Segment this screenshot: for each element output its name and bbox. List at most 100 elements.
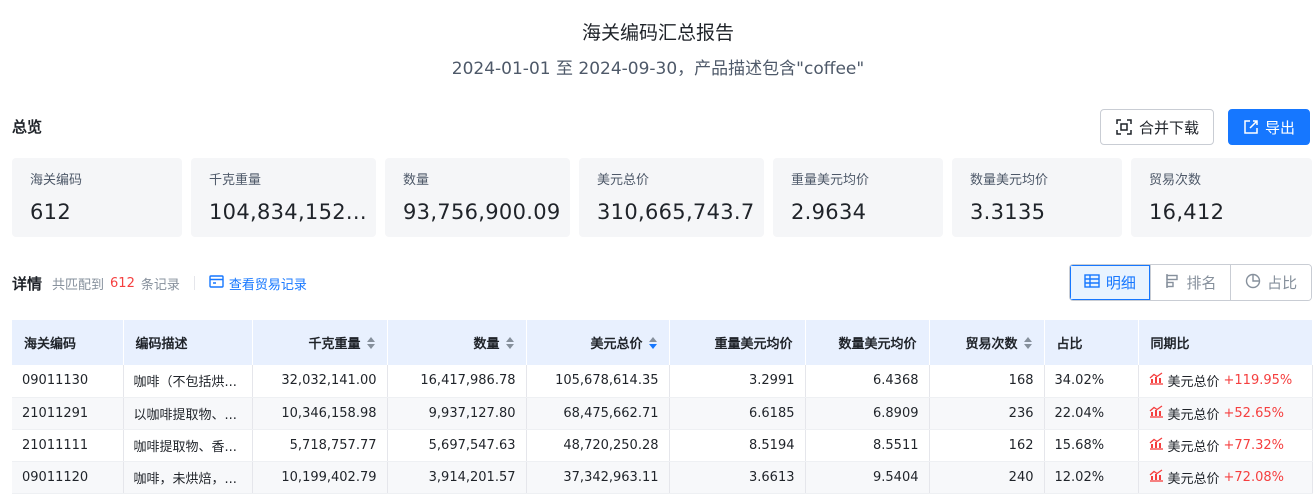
- cell-description: 咖啡，未烘焙，...: [123, 461, 253, 494]
- cell-trades: 236: [929, 397, 1045, 430]
- divider: [193, 276, 195, 290]
- cell-quantity-avg: 9.5404: [805, 461, 930, 494]
- table-header-row: 海关编码 编码描述 千克重量 数量 美元总价 重量美元均价 数量美元均价 贸易次…: [12, 320, 1313, 365]
- cell-weight: 5,718,757.77: [252, 429, 388, 462]
- cell-weight: 10,346,158.98: [252, 397, 388, 430]
- merge-download-label: 合并下载: [1138, 118, 1199, 137]
- cell-usd-total: 48,720,250.28: [526, 429, 670, 462]
- report-header: 海关编码汇总报告 2024-01-01 至 2024-09-30，产品描述包含"…: [0, 20, 1316, 81]
- col-quantity[interactable]: 数量: [387, 320, 527, 365]
- cell-quantity: 16,417,986.78: [387, 365, 527, 398]
- view-detail-button[interactable]: 明细: [1070, 265, 1151, 300]
- table-row[interactable]: 21011291 以咖啡提取物、... 10,346,158.98 9,937,…: [12, 397, 1313, 430]
- export-button[interactable]: 导出: [1228, 109, 1310, 145]
- cell-weight: 10,199,402.79: [252, 461, 388, 494]
- yoy-metric: 美元总价: [1167, 375, 1220, 391]
- cell-quantity-avg: 8.5511: [805, 429, 930, 462]
- cell-hs-code: 09011120: [12, 461, 124, 494]
- cell-quantity: 9,937,127.80: [387, 397, 527, 430]
- cell-share: 22.04%: [1044, 397, 1139, 430]
- stat-value: 310,665,743.7: [597, 200, 755, 224]
- details-bar: 详情 共匹配到 612 条记录 查看贸易记录: [12, 270, 307, 296]
- cell-usd-total: 68,475,662.71: [526, 397, 670, 430]
- table-icon: [1084, 273, 1100, 292]
- col-yoy: 同期比: [1138, 320, 1313, 365]
- cell-quantity: 3,914,201.57: [387, 461, 527, 494]
- sort-desc-icon[interactable]: [648, 336, 657, 349]
- stat-card-weight: 千克重量 104,834,152...: [191, 158, 376, 237]
- cell-weight: 32,032,141.00: [252, 365, 388, 398]
- yoy-metric: 美元总价: [1167, 407, 1220, 423]
- col-trades[interactable]: 贸易次数: [929, 320, 1045, 365]
- cell-description: 咖啡（不包括烘...: [123, 365, 253, 398]
- pie-icon: [1245, 273, 1261, 293]
- trend-chart-icon: [1149, 436, 1164, 454]
- col-weight[interactable]: 千克重量: [252, 320, 388, 365]
- col-description: 编码描述: [123, 320, 253, 365]
- cell-description: 咖啡提取物、香...: [123, 429, 253, 462]
- yoy-value: +72.08%: [1223, 469, 1284, 485]
- sort-icon[interactable]: [1023, 336, 1032, 349]
- cell-description: 以咖啡提取物、...: [123, 397, 253, 430]
- view-ranking-button[interactable]: 排名: [1150, 265, 1232, 300]
- cell-yoy[interactable]: 美元总价 +52.65%: [1138, 397, 1313, 430]
- stat-label: 数量美元均价: [970, 173, 1049, 188]
- stat-label: 数量: [403, 173, 430, 188]
- ranking-icon: [1165, 273, 1181, 293]
- stat-value: 2.9634: [791, 200, 867, 224]
- stat-card-usd-total: 美元总价 310,665,743.7: [579, 158, 764, 237]
- stat-value: 3.3135: [970, 200, 1046, 224]
- cell-yoy[interactable]: 美元总价 +72.08%: [1138, 461, 1313, 494]
- col-usd-total[interactable]: 美元总价: [526, 320, 670, 365]
- cell-hs-code: 21011111: [12, 429, 124, 462]
- export-icon: [1243, 119, 1259, 135]
- stat-card-quantity-avg: 数量美元均价 3.3135: [952, 158, 1122, 237]
- cell-weight-avg: 6.6185: [669, 397, 806, 430]
- merge-icon: [1115, 118, 1133, 136]
- stat-label: 美元总价: [597, 173, 650, 188]
- cell-share: 15.68%: [1044, 429, 1139, 462]
- report-subtitle: 2024-01-01 至 2024-09-30，产品描述包含"coffee": [451, 59, 865, 79]
- cell-trades: 162: [929, 429, 1045, 462]
- cell-weight-avg: 8.5194: [669, 429, 806, 462]
- sort-icon[interactable]: [366, 336, 375, 349]
- trend-chart-icon: [1149, 468, 1164, 486]
- view-ranking-label: 排名: [1186, 274, 1217, 292]
- col-hs-code: 海关编码: [12, 320, 124, 365]
- yoy-metric: 美元总价: [1167, 471, 1220, 487]
- merge-download-button[interactable]: 合并下载: [1100, 109, 1214, 145]
- table-row[interactable]: 21011111 咖啡提取物、香... 5,718,757.77 5,697,5…: [12, 429, 1313, 462]
- stat-value: 104,834,152...: [209, 200, 367, 224]
- cell-weight-avg: 3.2991: [669, 365, 806, 398]
- cell-share: 12.02%: [1044, 461, 1139, 494]
- trend-chart-icon: [1149, 372, 1164, 389]
- stat-card-trades: 贸易次数 16,412: [1131, 158, 1312, 237]
- cell-usd-total: 37,342,963.11: [526, 461, 670, 494]
- table-row[interactable]: 09011130 咖啡（不包括烘... 32,032,141.00 16,417…: [12, 365, 1313, 398]
- view-records-label: 查看贸易记录: [228, 277, 307, 293]
- cell-quantity-avg: 6.4368: [805, 365, 930, 398]
- table-row[interactable]: 09011120 咖啡，未烘焙，... 10,199,402.79 3,914,…: [12, 461, 1313, 494]
- stat-label: 千克重量: [209, 173, 262, 188]
- view-share-button[interactable]: 占比: [1231, 265, 1311, 300]
- stat-label: 贸易次数: [1149, 173, 1202, 188]
- cell-quantity-avg: 6.8909: [805, 397, 930, 430]
- yoy-value: +119.95%: [1223, 373, 1293, 389]
- view-switch: 明细 排名 占比: [1069, 264, 1312, 301]
- stat-value: 612: [30, 200, 71, 224]
- col-quantity-avg: 数量美元均价: [805, 320, 930, 365]
- stat-value: 16,412: [1149, 200, 1225, 224]
- cell-hs-code: 21011291: [12, 397, 124, 430]
- stat-card-hs-codes: 海关编码 612: [12, 158, 182, 237]
- details-label: 详情: [12, 274, 43, 293]
- yoy-metric: 美元总价: [1167, 439, 1220, 455]
- sort-icon[interactable]: [505, 336, 514, 349]
- view-trade-records-link[interactable]: 查看贸易记录: [209, 274, 307, 293]
- cell-trades: 240: [929, 461, 1045, 494]
- stat-value: 93,756,900.09: [403, 200, 561, 224]
- match-count: 612: [110, 275, 135, 291]
- cell-yoy[interactable]: 美元总价 +77.32%: [1138, 429, 1313, 462]
- col-weight-avg: 重量美元均价: [669, 320, 806, 365]
- stat-label: 海关编码: [30, 173, 83, 188]
- cell-yoy[interactable]: 美元总价 +119.95%: [1138, 365, 1313, 398]
